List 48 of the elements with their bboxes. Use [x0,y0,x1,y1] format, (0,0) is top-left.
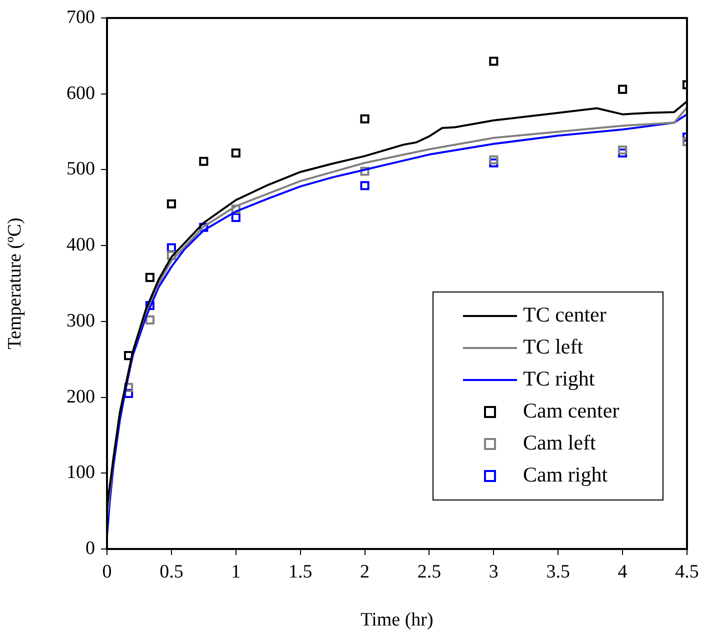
point [166,250,176,260]
x-axis-title: Time (hr) [360,610,434,631]
point [145,315,154,324]
x-tick-label: 4 [618,561,628,582]
point [199,156,208,166]
x-tick-label: 1 [231,561,241,582]
y-tick-label: 100 [66,462,95,484]
legend-label: TC left [523,334,584,359]
point [145,300,154,310]
point [618,145,628,155]
y-tick-label: 0 [86,538,95,559]
y-tick-label: 500 [66,158,95,180]
point [489,158,498,168]
point [145,272,154,282]
point [231,212,240,222]
y-axis-title: Temperature (ºC) [4,218,26,350]
point [166,199,176,208]
point [231,148,240,158]
point [360,181,370,190]
point [360,166,370,176]
legend-label: Cam right [523,462,608,487]
y-tick-label: 600 [66,82,95,104]
point [360,114,370,124]
x-tick-label: 0.5 [160,561,184,582]
point [231,204,240,214]
point [166,243,176,252]
point [124,351,134,360]
x-tick-label: 3.5 [546,561,570,582]
x-tick-label: 2 [360,561,370,582]
x-tick-label: 0 [102,561,112,582]
point [489,155,498,164]
y-tick-label: 400 [66,234,95,256]
y-tick-label: 200 [66,386,95,408]
y-tick-label: 300 [66,310,95,332]
legend-label: TC right [523,366,595,391]
x-tick-label: 2.5 [417,561,442,582]
x-tick-label: 1.5 [288,561,312,582]
x-tick-label: 4.5 [675,561,699,582]
point [199,222,208,232]
legend-label: TC center [523,302,606,327]
legend-label: Cam left [523,430,596,455]
point [618,148,628,158]
point [618,84,628,94]
legend-label: Cam center [523,398,620,423]
x-tick-label: 3 [488,561,498,582]
y-tick-label: 700 [66,6,95,28]
point [489,56,498,66]
point [124,382,134,392]
